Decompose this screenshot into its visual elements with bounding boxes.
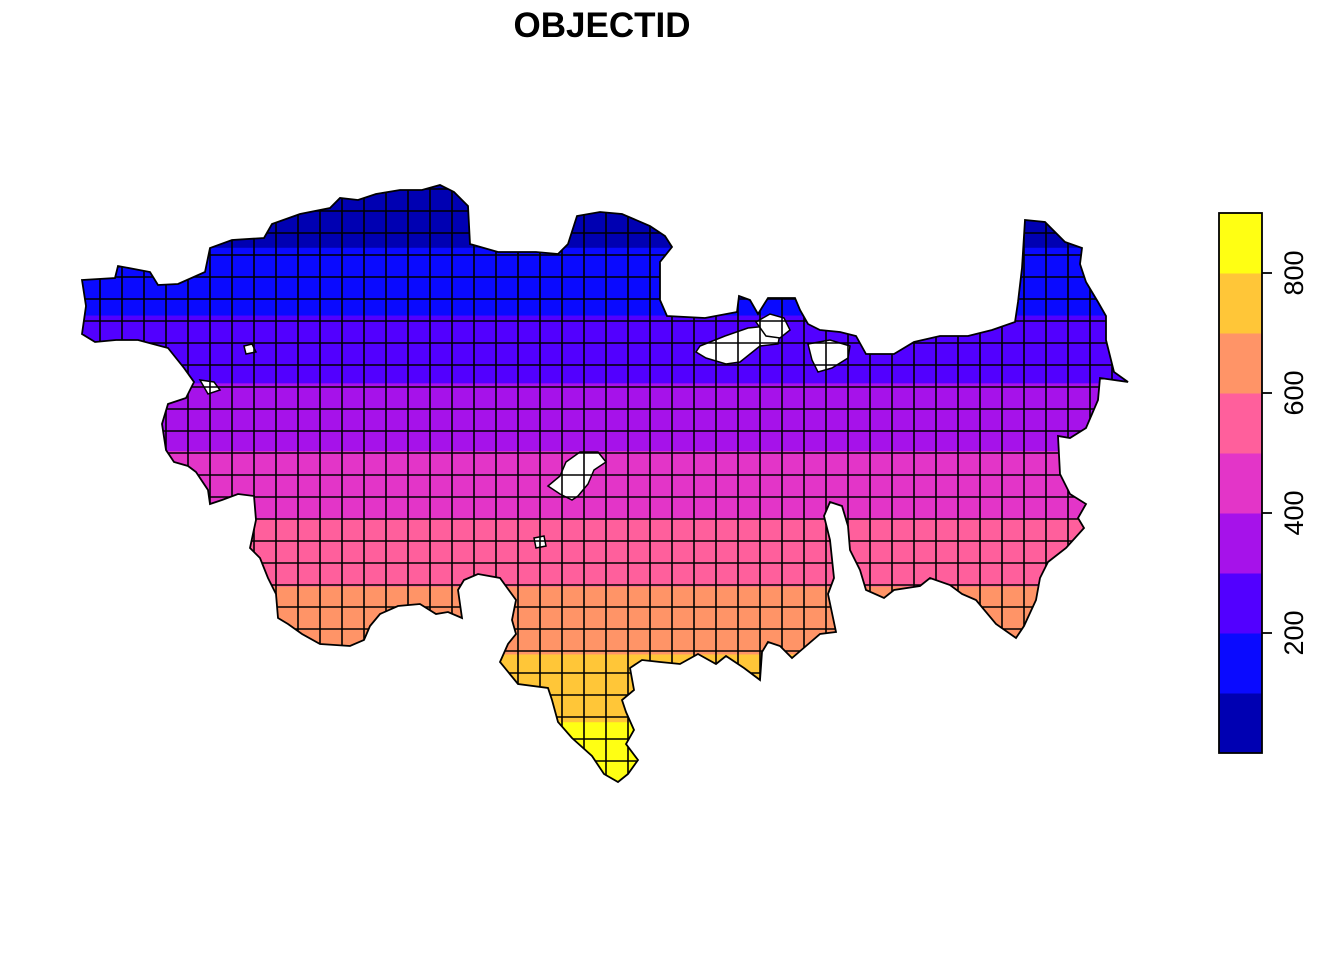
color-legend: 200 400 600 800: [1218, 212, 1309, 754]
legend-swatch-7: [1219, 273, 1262, 334]
legend-tick-label-1: 400: [1279, 490, 1309, 535]
legend-swatch-4: [1219, 453, 1262, 514]
band-7: [82, 654, 1128, 724]
legend-swatch-6: [1219, 333, 1262, 394]
legend-swatches: [1219, 213, 1262, 754]
band-1: [82, 247, 1128, 317]
lake-eastern-bay: [807, 339, 851, 373]
legend-swatch-1: [1219, 633, 1262, 694]
legend-tick-label-3: 800: [1279, 250, 1309, 295]
legend-frame: [1218, 212, 1263, 754]
legend-swatch-0: [1219, 693, 1262, 754]
lake-small-1: [243, 343, 258, 355]
legend-tick-label-0: 200: [1279, 610, 1309, 655]
legend-swatch-8: [1219, 213, 1262, 274]
legend-tick-label-2: 600: [1279, 370, 1309, 415]
map-title: OBJECTID: [514, 6, 691, 45]
legend-swatch-5: [1219, 393, 1262, 454]
band-3: [82, 383, 1128, 453]
legend-swatch-2: [1219, 573, 1262, 634]
legend-swatch-3: [1219, 513, 1262, 574]
band-8: [82, 722, 1128, 782]
legend-ticks: 200 400 600 800: [1262, 250, 1309, 656]
band-0: [82, 185, 1128, 249]
